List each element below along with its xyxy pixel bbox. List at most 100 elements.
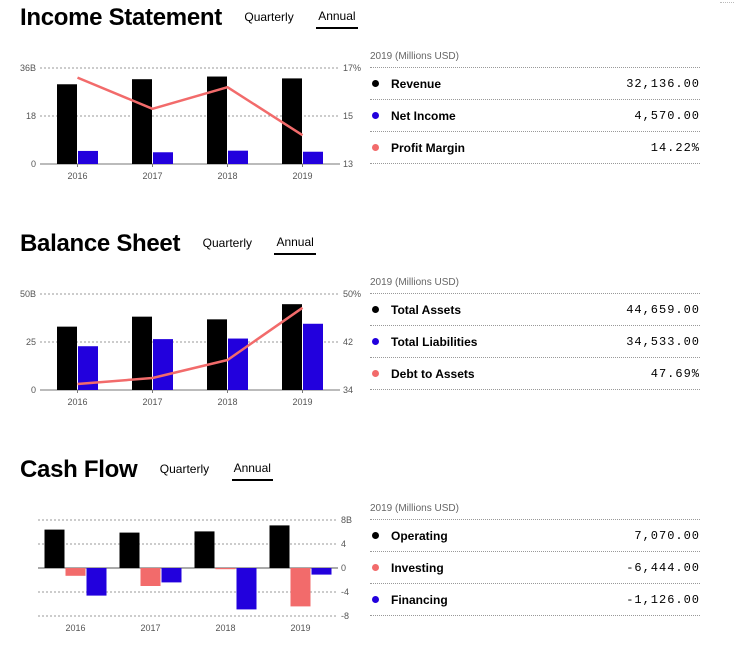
cash-flow-chart: 8B 4 0 -4 -8 2016 2017 2018 2019 <box>38 515 352 633</box>
tab-quarterly[interactable]: Quarterly <box>202 236 252 250</box>
legend-label: Total Assets <box>391 302 462 317</box>
tab-quarterly[interactable]: Quarterly <box>159 462 210 476</box>
legend-row-debt-to-assets: Debt to Assets 47.69% <box>370 358 700 390</box>
section-title: Income Statement <box>20 4 222 31</box>
legend-label: Financing <box>391 592 448 607</box>
x-tick-label: 2017 <box>142 397 162 407</box>
legend-value: 7,070.00 <box>634 528 700 543</box>
legend-dot <box>372 144 379 151</box>
y-tick-label: 0 <box>31 159 36 169</box>
y-tick-label: -4 <box>341 587 349 597</box>
legend-value: -6,444.00 <box>626 560 700 575</box>
bar-total-liabilities <box>153 339 173 390</box>
legend-label: Total Liabilities <box>391 334 478 349</box>
legend: 2019 (Millions USD) Revenue 32,136.00 Net… <box>370 50 700 164</box>
y-tick-label: 0 <box>341 563 346 573</box>
legend-label: Net Income <box>391 108 456 123</box>
legend-value: 47.69% <box>650 366 700 381</box>
tab-quarterly[interactable]: Quarterly <box>244 10 294 24</box>
bar-total-assets <box>282 304 302 390</box>
line-profit-margin <box>77 76 304 137</box>
y2-tick-label: 17% <box>343 63 361 73</box>
x-tick-label: 2019 <box>290 623 310 633</box>
y2-tick-label: 50% <box>343 289 361 299</box>
y2-tick-label: 13 <box>343 159 353 169</box>
y2-tick-label: 42 <box>343 337 353 347</box>
bar-operating <box>119 532 140 568</box>
legend: 2019 (Millions USD) Total Assets 44,659.0… <box>370 276 700 390</box>
x-tick-label: 2016 <box>65 623 85 633</box>
y-tick-label: 8B <box>341 515 352 525</box>
y-tick-label: 4 <box>341 539 346 549</box>
x-tick-label: 2018 <box>217 397 237 407</box>
x-tick-label: 2016 <box>67 397 87 407</box>
corner-marker <box>720 2 734 5</box>
legend-row-financing: Financing -1,126.00 <box>370 584 700 616</box>
x-tick-label: 2017 <box>140 623 160 633</box>
legend-row-profit-margin: Profit Margin 14.22% <box>370 132 700 164</box>
bar-total-liabilities <box>78 346 98 390</box>
bar-investing <box>65 568 86 576</box>
legend-value: 32,136.00 <box>626 76 700 91</box>
legend-label: Investing <box>391 560 444 575</box>
legend-label: Profit Margin <box>391 140 465 155</box>
section-header: Cash Flow Quarterly Annual <box>20 456 273 492</box>
line-debt-to-assets <box>77 306 304 386</box>
legend-dot <box>372 112 379 119</box>
bar-net-income <box>228 150 248 164</box>
balance-sheet-chart: 0 34 25 42 50B 50% 2016 2017 2018 2019 <box>20 289 361 407</box>
legend-label: Debt to Assets <box>391 366 475 381</box>
bar-net-income <box>153 152 173 164</box>
y2-tick-label: 34 <box>343 385 353 395</box>
x-tick-label: 2019 <box>292 397 312 407</box>
legend-dot <box>372 596 379 603</box>
section-header: Balance Sheet Quarterly Annual <box>20 230 316 266</box>
bar-total-liabilities <box>303 323 323 390</box>
y-tick-label: -8 <box>341 611 349 621</box>
x-tick-label: 2018 <box>217 171 237 181</box>
legend-row-revenue: Revenue 32,136.00 <box>370 68 700 100</box>
x-tick-label: 2019 <box>292 171 312 181</box>
legend-caption: 2019 (Millions USD) <box>370 276 700 294</box>
y2-tick-label: 15 <box>343 111 353 121</box>
tab-annual[interactable]: Annual <box>231 459 273 481</box>
bar-net-income <box>78 150 98 164</box>
x-tick-label: 2017 <box>142 171 162 181</box>
legend-value: -1,126.00 <box>626 592 700 607</box>
legend-value: 4,570.00 <box>634 108 700 123</box>
legend-row-net-income: Net Income 4,570.00 <box>370 100 700 132</box>
legend-value: 44,659.00 <box>626 302 700 317</box>
legend-dot <box>372 564 379 571</box>
bar-revenue <box>132 79 152 164</box>
legend-dot <box>372 532 379 539</box>
balance-sheet-section: Balance Sheet Quarterly Annual 0 34 25 42 50… <box>0 230 736 450</box>
legend-label: Operating <box>391 528 448 543</box>
income-statement-chart: 0 13 18 15 36B 17% 2016 2017 2018 2019 <box>20 63 361 181</box>
income-statement-section: Income Statement Quarterly Annual 0 13 18 1… <box>0 4 736 224</box>
cash-flow-section: Cash Flow Quarterly Annual 8B 4 0 -4 -8 2016 2… <box>0 456 736 652</box>
legend-caption: 2019 (Millions USD) <box>370 502 700 520</box>
bar-operating <box>194 531 215 568</box>
tab-annual[interactable]: Annual <box>274 233 316 255</box>
legend-row-investing: Investing -6,444.00 <box>370 552 700 584</box>
y-tick-label: 18 <box>26 111 36 121</box>
tab-annual[interactable]: Annual <box>316 7 358 29</box>
bar-operating <box>269 525 290 568</box>
legend-value: 14.22% <box>650 140 700 155</box>
y-tick-label: 50B <box>20 289 36 299</box>
bar-investing <box>215 568 236 570</box>
bar-financing <box>161 568 182 583</box>
x-tick-label: 2018 <box>215 623 235 633</box>
bar-revenue <box>57 84 77 164</box>
bar-operating <box>44 529 65 568</box>
y-tick-label: 0 <box>31 385 36 395</box>
bar-investing <box>140 568 161 586</box>
section-title: Balance Sheet <box>20 230 181 257</box>
legend-label: Revenue <box>391 76 442 91</box>
legend-caption: 2019 (Millions USD) <box>370 50 700 68</box>
bar-investing <box>290 568 311 607</box>
bar-revenue <box>282 78 302 164</box>
bar-total-liabilities <box>228 338 248 390</box>
bar-total-assets <box>132 316 152 390</box>
section-header: Income Statement Quarterly Annual <box>20 4 358 40</box>
